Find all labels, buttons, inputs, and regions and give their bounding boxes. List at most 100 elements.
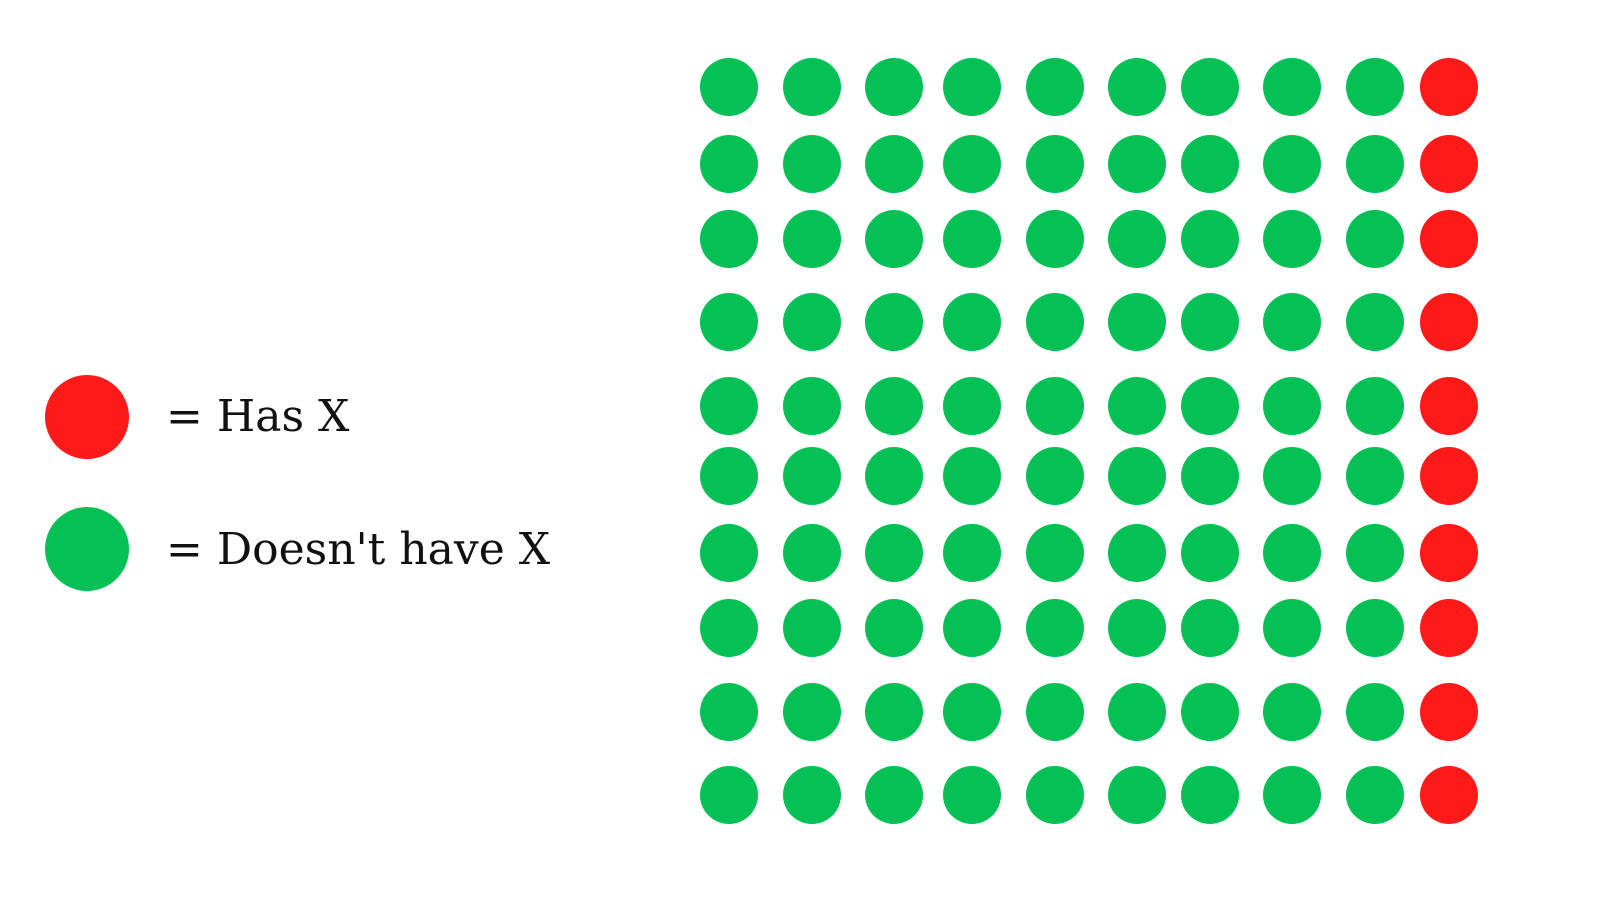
waffle-dot-doesnt-have-x bbox=[783, 683, 841, 741]
waffle-dot-doesnt-have-x bbox=[1181, 377, 1239, 435]
waffle-dot-doesnt-have-x bbox=[865, 524, 923, 582]
waffle-dot-doesnt-have-x bbox=[1346, 135, 1404, 193]
waffle-dot-doesnt-have-x bbox=[1263, 766, 1321, 824]
waffle-dot-doesnt-have-x bbox=[865, 58, 923, 116]
waffle-dot-doesnt-have-x bbox=[943, 599, 1001, 657]
legend: = Has X = Doesn't have X bbox=[0, 0, 640, 900]
waffle-dot-doesnt-have-x bbox=[1026, 766, 1084, 824]
waffle-dot-doesnt-have-x bbox=[1026, 293, 1084, 351]
waffle-dot-doesnt-have-x bbox=[1346, 58, 1404, 116]
waffle-dot-doesnt-have-x bbox=[865, 447, 923, 505]
waffle-dot-doesnt-have-x bbox=[783, 210, 841, 268]
waffle-dot-doesnt-have-x bbox=[865, 377, 923, 435]
legend-doesnt-have-x-swatch bbox=[45, 507, 129, 591]
waffle-dot-doesnt-have-x bbox=[1181, 599, 1239, 657]
waffle-dot-doesnt-have-x bbox=[1263, 377, 1321, 435]
waffle-dot-doesnt-have-x bbox=[1181, 447, 1239, 505]
waffle-dot-doesnt-have-x bbox=[1181, 766, 1239, 824]
waffle-dot-doesnt-have-x bbox=[943, 524, 1001, 582]
waffle-dot-doesnt-have-x bbox=[1346, 766, 1404, 824]
waffle-dot-doesnt-have-x bbox=[783, 377, 841, 435]
waffle-dot-has-x bbox=[1420, 135, 1478, 193]
waffle-dot-doesnt-have-x bbox=[1108, 683, 1166, 741]
waffle-dot-doesnt-have-x bbox=[1263, 210, 1321, 268]
waffle-dot-doesnt-have-x bbox=[1263, 58, 1321, 116]
waffle-dot-doesnt-have-x bbox=[943, 683, 1001, 741]
waffle-dot-doesnt-have-x bbox=[1026, 524, 1084, 582]
waffle-dot-doesnt-have-x bbox=[1108, 377, 1166, 435]
waffle-dot-doesnt-have-x bbox=[865, 766, 923, 824]
waffle-dot-doesnt-have-x bbox=[865, 293, 923, 351]
waffle-dot-doesnt-have-x bbox=[1263, 524, 1321, 582]
waffle-dot-doesnt-have-x bbox=[783, 293, 841, 351]
waffle-dot-has-x bbox=[1420, 210, 1478, 268]
waffle-dot-doesnt-have-x bbox=[1108, 58, 1166, 116]
waffle-dot-doesnt-have-x bbox=[783, 766, 841, 824]
waffle-dot-doesnt-have-x bbox=[943, 135, 1001, 193]
waffle-dot-doesnt-have-x bbox=[1181, 135, 1239, 193]
waffle-dot-doesnt-have-x bbox=[943, 210, 1001, 268]
waffle-dot-doesnt-have-x bbox=[943, 377, 1001, 435]
waffle-dot-doesnt-have-x bbox=[783, 524, 841, 582]
waffle-dot-doesnt-have-x bbox=[783, 135, 841, 193]
legend-doesnt-have-x-label: = Doesn't have X bbox=[166, 524, 551, 575]
legend-has-x-swatch bbox=[45, 375, 129, 459]
waffle-dot-doesnt-have-x bbox=[1346, 599, 1404, 657]
waffle-dot-doesnt-have-x bbox=[1181, 524, 1239, 582]
waffle-dot-doesnt-have-x bbox=[1181, 683, 1239, 741]
waffle-dot-doesnt-have-x bbox=[1346, 377, 1404, 435]
waffle-dot-doesnt-have-x bbox=[700, 58, 758, 116]
waffle-dot-doesnt-have-x bbox=[1026, 58, 1084, 116]
waffle-dot-doesnt-have-x bbox=[700, 683, 758, 741]
waffle-dot-doesnt-have-x bbox=[1026, 599, 1084, 657]
waffle-dot-doesnt-have-x bbox=[700, 766, 758, 824]
waffle-dot-doesnt-have-x bbox=[1263, 447, 1321, 505]
waffle-dot-has-x bbox=[1420, 524, 1478, 582]
waffle-dot-has-x bbox=[1420, 377, 1478, 435]
waffle-dot-doesnt-have-x bbox=[700, 135, 758, 193]
waffle-dot-doesnt-have-x bbox=[1346, 447, 1404, 505]
waffle-dot-doesnt-have-x bbox=[1026, 210, 1084, 268]
waffle-dot-doesnt-have-x bbox=[943, 766, 1001, 824]
waffle-dot-doesnt-have-x bbox=[865, 683, 923, 741]
waffle-dot-has-x bbox=[1420, 766, 1478, 824]
waffle-dot-doesnt-have-x bbox=[1346, 293, 1404, 351]
waffle-dot-doesnt-have-x bbox=[783, 447, 841, 505]
waffle-dot-doesnt-have-x bbox=[1263, 135, 1321, 193]
waffle-dot-doesnt-have-x bbox=[700, 293, 758, 351]
waffle-dot-doesnt-have-x bbox=[1108, 766, 1166, 824]
waffle-dot-doesnt-have-x bbox=[1263, 599, 1321, 657]
waffle-dot-doesnt-have-x bbox=[1263, 683, 1321, 741]
waffle-dot-doesnt-have-x bbox=[1263, 293, 1321, 351]
waffle-dot-has-x bbox=[1420, 293, 1478, 351]
waffle-dot-doesnt-have-x bbox=[700, 524, 758, 582]
waffle-dot-doesnt-have-x bbox=[943, 293, 1001, 351]
waffle-dot-doesnt-have-x bbox=[1181, 58, 1239, 116]
waffle-dot-doesnt-have-x bbox=[1026, 683, 1084, 741]
waffle-dot-doesnt-have-x bbox=[1181, 293, 1239, 351]
waffle-dot-doesnt-have-x bbox=[700, 447, 758, 505]
waffle-dot-doesnt-have-x bbox=[865, 135, 923, 193]
waffle-dot-has-x bbox=[1420, 683, 1478, 741]
waffle-dot-doesnt-have-x bbox=[1026, 447, 1084, 505]
waffle-dot-doesnt-have-x bbox=[865, 599, 923, 657]
waffle-dot-doesnt-have-x bbox=[1108, 599, 1166, 657]
waffle-dot-doesnt-have-x bbox=[1108, 524, 1166, 582]
waffle-dot-doesnt-have-x bbox=[1346, 210, 1404, 268]
waffle-dot-doesnt-have-x bbox=[1026, 135, 1084, 193]
waffle-dot-doesnt-have-x bbox=[1346, 524, 1404, 582]
waffle-dot-has-x bbox=[1420, 58, 1478, 116]
waffle-dot-has-x bbox=[1420, 447, 1478, 505]
waffle-dot-doesnt-have-x bbox=[865, 210, 923, 268]
waffle-dot-doesnt-have-x bbox=[1108, 210, 1166, 268]
waffle-dot-doesnt-have-x bbox=[1108, 135, 1166, 193]
waffle-dot-has-x bbox=[1420, 599, 1478, 657]
waffle-dot-doesnt-have-x bbox=[943, 58, 1001, 116]
waffle-dot-doesnt-have-x bbox=[1026, 377, 1084, 435]
waffle-dot-doesnt-have-x bbox=[1108, 447, 1166, 505]
waffle-dot-doesnt-have-x bbox=[700, 599, 758, 657]
waffle-dot-doesnt-have-x bbox=[1181, 210, 1239, 268]
waffle-dot-doesnt-have-x bbox=[783, 58, 841, 116]
waffle-dot-doesnt-have-x bbox=[700, 210, 758, 268]
